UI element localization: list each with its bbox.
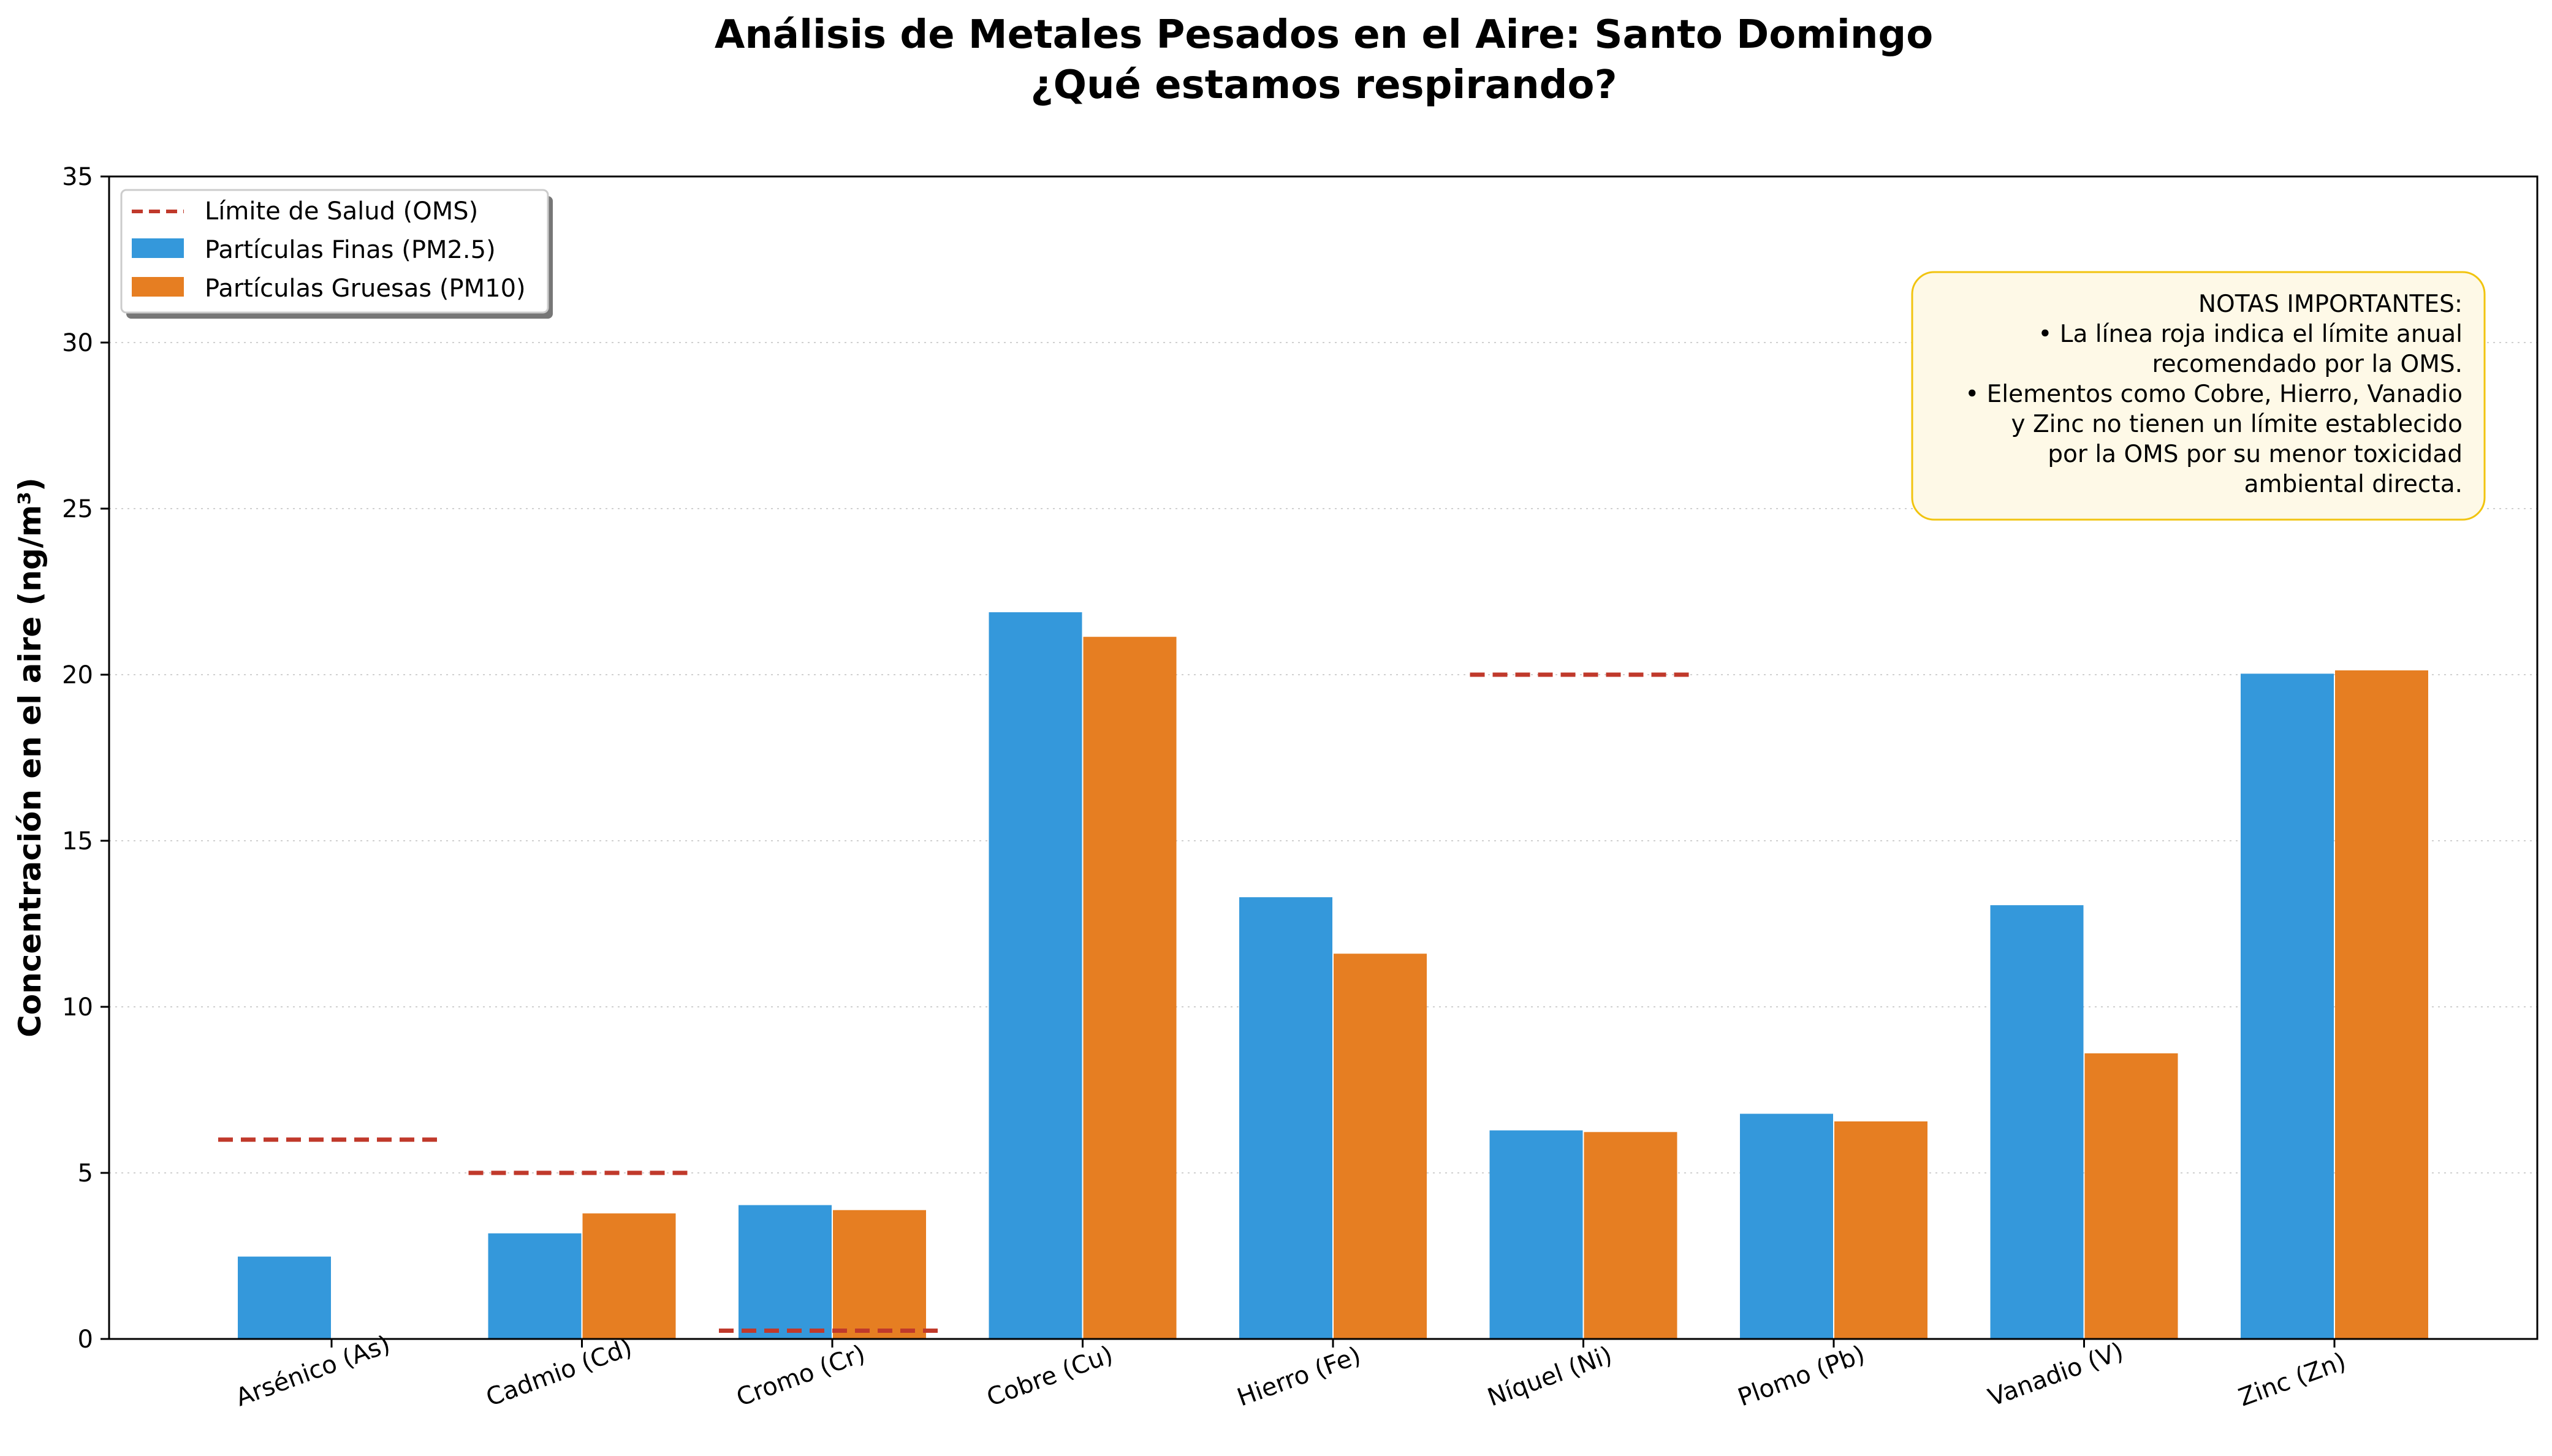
- bar-pm10: [1834, 1121, 1927, 1339]
- y-tick-label: 30: [62, 329, 93, 357]
- bar-pm10: [1334, 954, 1427, 1339]
- bar-pm10: [1584, 1132, 1677, 1339]
- limit-lines: [218, 672, 1697, 1333]
- bar-pm25: [1990, 905, 2084, 1339]
- x-tick-label: Cromo (Cr): [733, 1340, 869, 1412]
- notes-box: NOTAS IMPORTANTES: • La línea roja indic…: [1911, 271, 2486, 521]
- legend-swatch-coarse: [132, 277, 184, 297]
- note-line: y Zinc no tienen un límite establecido: [2011, 411, 2463, 438]
- bar-pm25: [1740, 1113, 1833, 1339]
- y-tick-label: 5: [78, 1159, 93, 1188]
- bar-pm25: [1489, 1130, 1583, 1339]
- x-tick-label: Cobre (Cu): [983, 1341, 1117, 1412]
- chart-title: Análisis de Metales Pesados en el Aire: …: [715, 12, 1933, 58]
- x-tick-label: Hierro (Fe): [1234, 1341, 1365, 1412]
- plot-frame: [108, 175, 2539, 1340]
- bar-pm25: [989, 612, 1082, 1339]
- y-tick-label: 35: [62, 163, 93, 191]
- x-axis: Arsénico (As) Cadmio (Cd) Cromo (Cr) Cobre …: [232, 1330, 2350, 1412]
- bar-pm25: [1239, 897, 1332, 1339]
- notes-background: [1911, 271, 2486, 521]
- bar-pm10: [2335, 670, 2428, 1339]
- bar-pm10: [2084, 1053, 2178, 1339]
- y-axis-label: Concentración en el aire (ng/m³): [12, 477, 48, 1037]
- bar-pm10: [833, 1210, 926, 1339]
- bar-pm25: [238, 1256, 331, 1339]
- bar-pm10: [582, 1213, 676, 1339]
- x-tick-label: Níquel (Ni): [1484, 1341, 1616, 1412]
- note-line: • Elementos como Cobre, Hierro, Vanadio: [1965, 381, 2463, 408]
- legend: Límite de Salud (OMS) Partículas Finas (…: [120, 189, 553, 319]
- note-line: recomendado por la OMS.: [2152, 351, 2463, 378]
- x-tick-label: Zinc (Zn): [2235, 1348, 2350, 1412]
- note-line: NOTAS IMPORTANTES:: [2198, 290, 2463, 318]
- y-axis: 0 5 10 15 20 25 30 35: [62, 163, 109, 1354]
- note-line: por la OMS por su menor toxicidad: [2048, 441, 2463, 468]
- legend-label-fine: Partículas Finas (PM2.5): [205, 236, 496, 264]
- bar-pm25: [2241, 673, 2334, 1339]
- x-tick-label: Plomo (Pb): [1734, 1340, 1869, 1412]
- y-tick-label: 0: [78, 1325, 93, 1354]
- note-line: • La línea roja indica el límite anual: [2038, 320, 2463, 348]
- x-tick-label: Cadmio (Cd): [482, 1333, 636, 1412]
- x-tick-label: Vanadio (V): [1984, 1337, 2127, 1412]
- legend-label-coarse: Partículas Gruesas (PM10): [205, 275, 526, 303]
- y-tick-label: 15: [62, 827, 93, 855]
- bars: [238, 612, 2428, 1339]
- y-tick-label: 20: [62, 661, 93, 689]
- legend-swatch-fine: [132, 238, 184, 258]
- y-tick-label: 10: [62, 993, 93, 1022]
- chart-subtitle: ¿Qué estamos respirando?: [1030, 63, 1617, 108]
- bar-pm25: [488, 1233, 582, 1339]
- bar-pm25: [739, 1205, 832, 1339]
- legend-label-limit: Límite de Salud (OMS): [205, 197, 478, 226]
- note-line: ambiental directa.: [2244, 471, 2463, 498]
- bar-pm10: [1083, 637, 1177, 1339]
- x-tick-label: Arsénico (As): [232, 1330, 394, 1412]
- y-tick-label: 25: [62, 495, 93, 523]
